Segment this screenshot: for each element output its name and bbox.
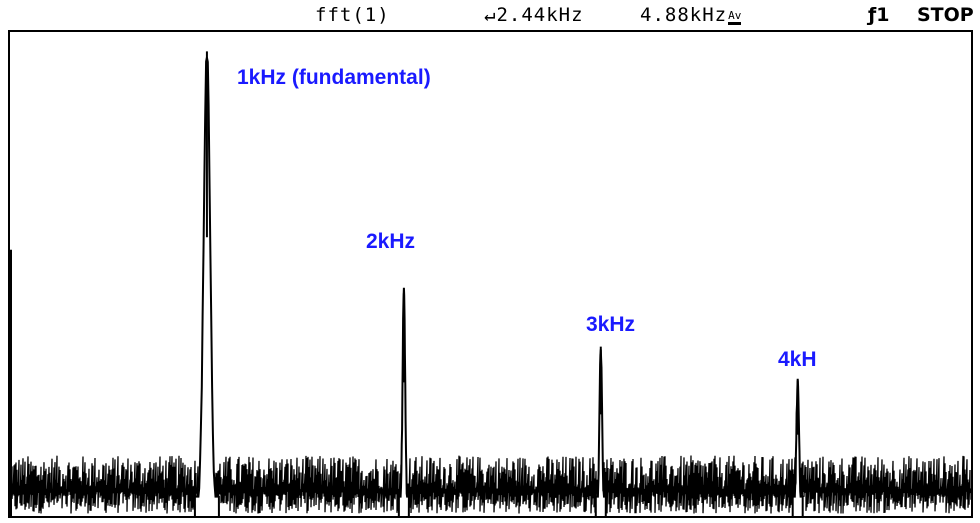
center-frequency-readout: ↵2.44kHz [484,4,584,26]
span-frequency-readout: 4.88kHzAv [640,4,742,26]
peak-marks [10,51,804,516]
trigger-indicator: ƒ1 [868,4,890,26]
peak-label-3khz: 3kHz [586,313,636,336]
peak-label-1khz: 1kHz (fundamental) [237,66,431,89]
peak-label-2khz: 2kHz [366,230,416,253]
peak-label-4khz: 4kH [778,348,817,371]
center-frequency-value: 2.44kHz [496,4,584,26]
status-bar: fft(1) ↵2.44kHz 4.88kHzAv ƒ1 STOP [0,0,980,30]
spectrum-display: 1kHz (fundamental) 2kHz 3kHz 4kH [8,30,973,518]
fft-function-label: fft(1) [315,4,390,26]
averaging-badge: Av [728,10,742,25]
spectrum-peak-4khz [791,378,804,516]
spectrum-peak-2khz [397,287,410,516]
spectrum-plot [10,51,971,516]
span-frequency-value: 4.88kHz [640,4,728,26]
run-state-indicator: STOP [917,4,974,26]
center-arrow-icon: ↵ [484,4,497,26]
noise-floor-trace [10,455,971,514]
